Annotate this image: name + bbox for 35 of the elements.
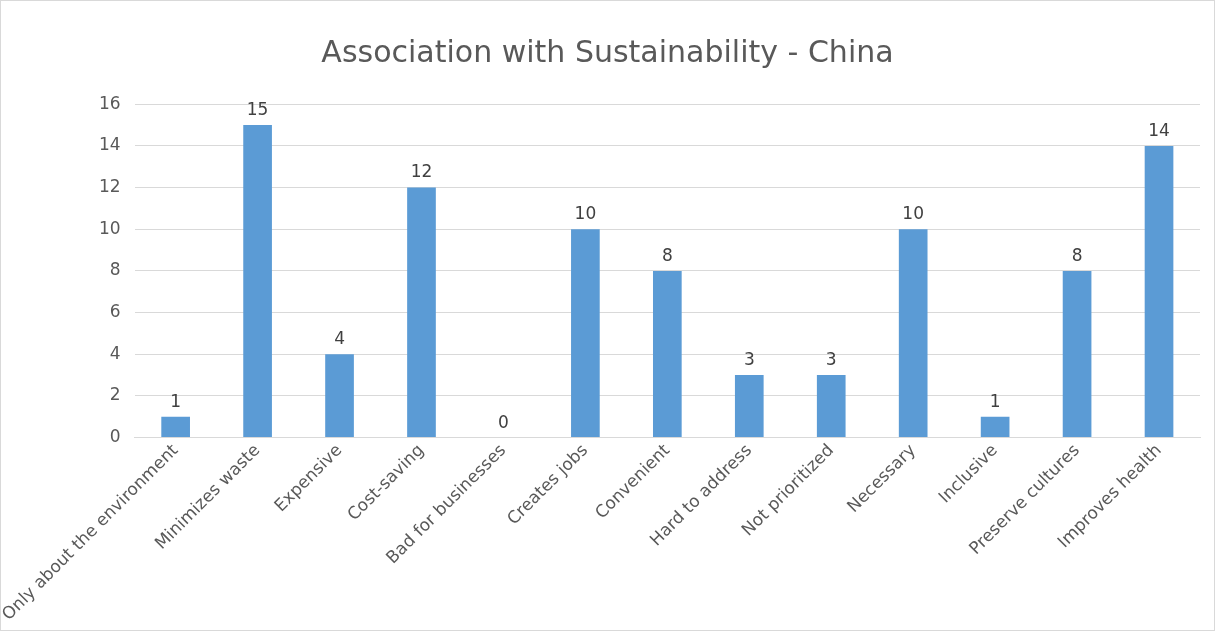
y-tick-label: 8 [109, 259, 121, 280]
bar [325, 354, 354, 438]
bar [734, 375, 764, 438]
y-tick-label: 6 [109, 301, 121, 321]
y-tick-label: 2 [109, 384, 121, 405]
data-label: 8 [1071, 244, 1083, 265]
y-tick-label: 4 [109, 342, 121, 363]
data-label: 12 [410, 161, 433, 182]
y-tick-label: 0 [109, 426, 121, 447]
data-label: 1 [989, 390, 1001, 411]
y-tick-label: 10 [99, 217, 121, 238]
bar [407, 187, 436, 438]
bar [816, 375, 846, 438]
bar [1144, 145, 1174, 438]
bar [980, 416, 1010, 438]
data-label: 10 [902, 203, 924, 224]
data-label: 1 [170, 390, 182, 411]
chart-title: Association with Sustainability - China [320, 34, 895, 69]
bar [571, 229, 600, 438]
bar [1062, 270, 1092, 438]
bar [243, 125, 272, 438]
data-label: 10 [574, 203, 597, 224]
data-label: 14 [1148, 119, 1170, 140]
data-label: 0 [498, 411, 509, 432]
y-tick-label: 16 [99, 92, 121, 113]
y-tick-label: 12 [99, 175, 121, 196]
bar [652, 270, 682, 438]
data-label: 4 [334, 328, 345, 349]
y-tick-label: 14 [99, 134, 121, 155]
data-label: 15 [246, 98, 269, 119]
bar [898, 229, 928, 438]
data-label: 3 [743, 349, 755, 370]
data-label: 3 [825, 349, 837, 370]
bar [161, 416, 190, 438]
data-label: 8 [661, 244, 673, 265]
